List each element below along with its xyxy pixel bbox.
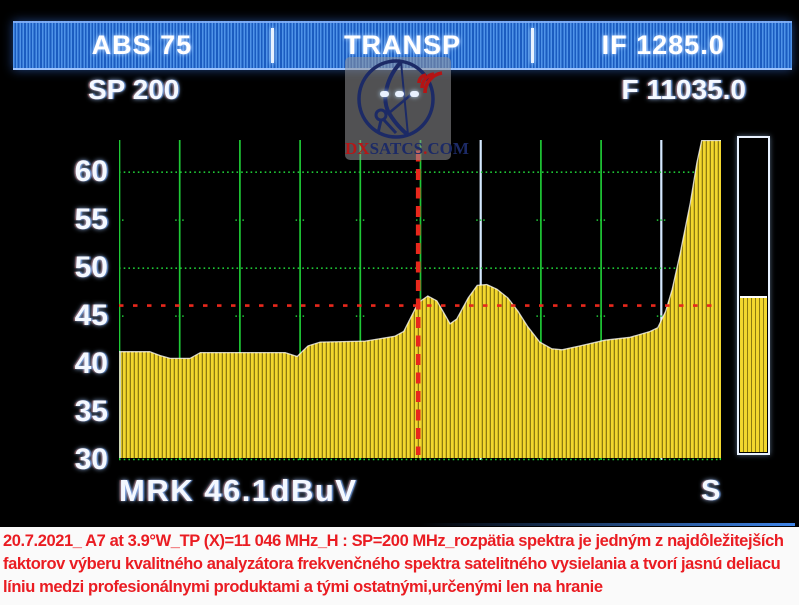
watermark-text: DXSATCS.COM: [345, 139, 469, 159]
status-bar-divider: [531, 28, 535, 63]
watermark-text-satcs: SATCS: [369, 139, 424, 158]
watermark-text-com: COM: [427, 139, 469, 158]
y-axis-label: 35: [74, 395, 108, 428]
meter-screen: ABS 75 TRANSP IF 1285.0 SP 200 F 11035.0…: [13, 21, 795, 526]
frequency-readout: F 11035.0: [621, 74, 746, 105]
dxsatcs-watermark: DXSATCS.COM: [345, 57, 469, 160]
y-axis-label: 40: [74, 347, 108, 380]
y-axis-label: 60: [74, 155, 108, 188]
signal-level-bar: [737, 136, 770, 455]
marker-level-readout: MRK 46.1dBuV: [119, 473, 358, 508]
signal-level-bar-fill: [740, 296, 767, 452]
span-readout: SP 200: [88, 74, 180, 105]
caption-strip: 20.7.2021_ A7 at 3.9°W_TP (X)=11 046 MHz…: [0, 527, 799, 605]
caption-line: líniu medzi profesionálnymi produktami a…: [3, 578, 603, 596]
satellite-dish-logo-icon: [357, 59, 443, 139]
y-axis-label: 45: [74, 299, 108, 332]
watermark-text-dot: .: [423, 139, 428, 158]
transponder-mode-label: TRANSP: [344, 30, 462, 60]
if-frequency-readout: IF 1285.0: [601, 30, 725, 60]
abs-level-readout: ABS 75: [91, 30, 193, 60]
spectrum-plot: [119, 140, 721, 461]
y-axis-label: 30: [74, 443, 108, 476]
signal-mode-label: S: [701, 475, 721, 507]
screen-bottom-edge-glow: [420, 523, 795, 526]
caption-line: faktorov výberu kvalitného analyzátora f…: [3, 555, 781, 573]
three-dashes-icon: [380, 91, 419, 97]
caption-line: 20.7.2021_ A7 at 3.9°W_TP (X)=11 046 MHz…: [3, 532, 784, 550]
y-axis-label: 55: [74, 203, 108, 236]
status-bar-divider: [270, 28, 274, 63]
watermark-text-dx: DX: [345, 139, 370, 158]
y-axis-label: 50: [74, 251, 108, 284]
